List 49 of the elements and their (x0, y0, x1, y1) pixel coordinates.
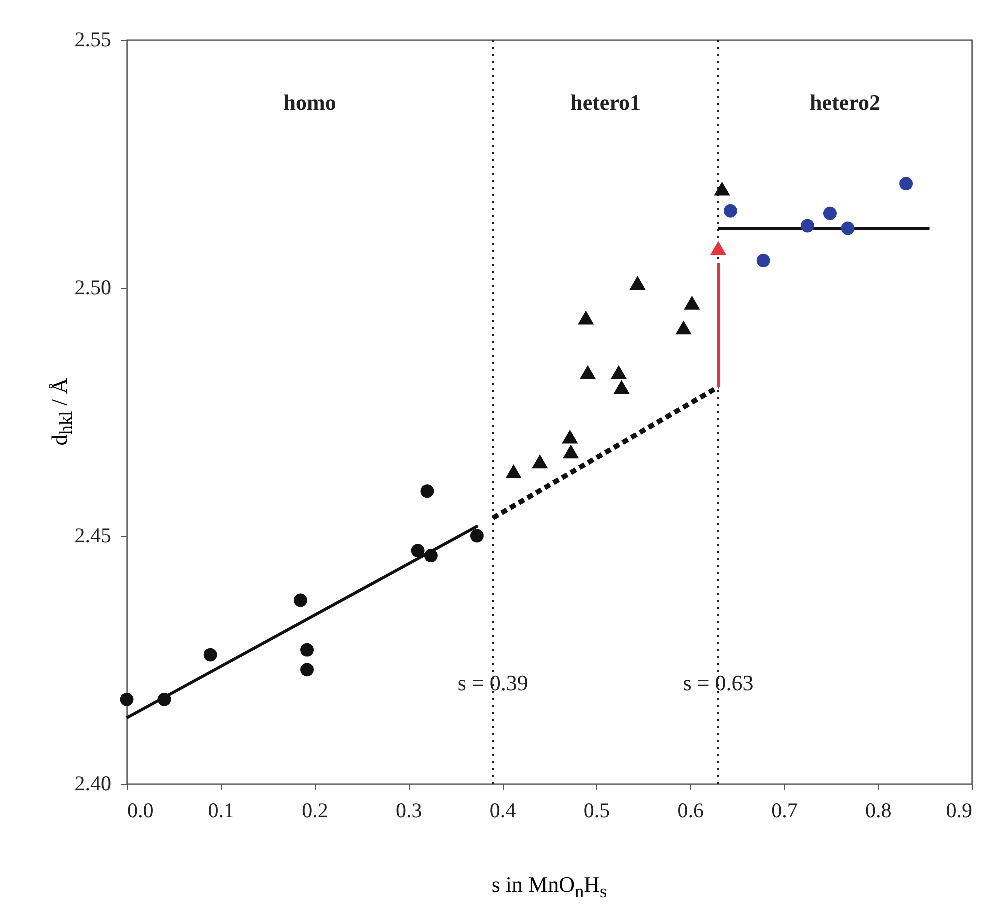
ref-line-label: s = 0.63 (683, 670, 754, 696)
x-tick-label: 0.9 (946, 798, 972, 822)
point (630, 276, 646, 290)
y-tick-label: 2.55 (74, 28, 112, 52)
y-tick-label: 2.45 (74, 524, 112, 548)
point (614, 380, 630, 394)
point (841, 222, 855, 236)
point (562, 430, 578, 444)
annotation: homo (284, 90, 336, 116)
point (204, 648, 218, 662)
point (610, 365, 628, 380)
point (724, 204, 738, 218)
point (420, 484, 434, 498)
y-tick-label: 2.50 (74, 276, 112, 300)
x-tick-label: 0.2 (302, 798, 328, 822)
y-tick-label: 2.40 (74, 772, 112, 796)
point (684, 296, 700, 310)
point (756, 254, 770, 268)
point (563, 444, 580, 459)
point (580, 365, 596, 380)
x-tick-label: 0.8 (865, 798, 892, 822)
x-tick-label: 0.1 (208, 798, 235, 822)
x-tick-label: 0.3 (396, 798, 422, 822)
point (900, 177, 913, 191)
x-tick-label: 0.7 (772, 798, 798, 822)
point (506, 464, 522, 478)
point (578, 310, 594, 325)
point (714, 182, 730, 196)
x-tick-label: 0.0 (128, 798, 154, 822)
point (424, 549, 438, 563)
point (710, 241, 727, 256)
point (824, 206, 837, 220)
point (158, 692, 172, 706)
x-axis-title: s in MnO$_{n}$H$_{s}$ (490, 872, 608, 902)
point (676, 320, 692, 335)
point (120, 692, 134, 706)
x-tick-label: 0.4 (490, 798, 517, 822)
point (532, 454, 548, 469)
ref-line-label: s = 0.39 (458, 670, 528, 696)
point (300, 663, 314, 677)
point (300, 643, 314, 657)
x-tick-label: 0.5 (584, 798, 610, 822)
annotation: hetero1 (570, 90, 642, 116)
point (411, 544, 425, 558)
x-tick-label: 0.6 (678, 798, 704, 822)
point (470, 529, 484, 543)
point (800, 219, 814, 233)
annotation: hetero2 (810, 90, 880, 116)
point (294, 594, 308, 608)
